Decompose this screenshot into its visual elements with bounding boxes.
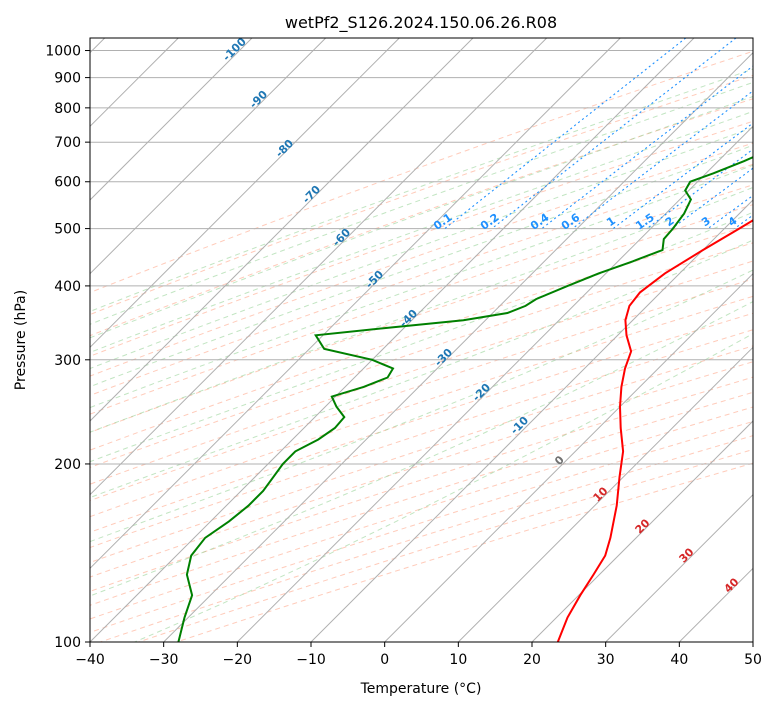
isotherm (163, 51, 753, 642)
y-tick-label: 100 (54, 635, 81, 651)
dry-adiabat (90, 345, 753, 564)
isotherm (384, 272, 753, 642)
moist-adiabat (90, 68, 753, 313)
dry-adiabat (90, 376, 753, 592)
isotherm (531, 420, 753, 642)
dry-adiabat (90, 391, 753, 606)
dry-adiabat (90, 142, 753, 377)
isotherm (605, 493, 753, 642)
y-tick-label: 400 (54, 279, 81, 295)
dry-adiabat (90, 74, 753, 316)
y-tick-label: 600 (54, 175, 81, 191)
temperature-profile (556, 219, 753, 642)
x-tick-label: −30 (149, 652, 179, 668)
dry-adiabat (90, 184, 753, 415)
plot-frame (89, 37, 754, 643)
y-tick-label: 200 (54, 457, 81, 473)
isotherm (90, 38, 400, 349)
isotherm (457, 346, 753, 642)
axes: −40 −30 −20 −10 0 10 20 30 40 50 100 200 300 400 500 60… (45, 44, 762, 668)
dry-adiabat (90, 242, 753, 468)
x-tick-label: 40 (670, 652, 688, 668)
isotherm (90, 38, 253, 201)
plot-area (90, 38, 753, 642)
dry-adiabat (90, 204, 753, 433)
dry-adiabat (90, 50, 753, 294)
isotherm (90, 38, 474, 422)
y-tick-label: 700 (54, 135, 81, 151)
x-tick-label: −20 (223, 652, 253, 668)
x-tick-label: 20 (523, 652, 541, 668)
x-tick-label: 30 (597, 652, 615, 668)
chart-title: wetPf2_S126.2024.150.06.26.R08 (285, 13, 557, 33)
moist-adiabat (90, 95, 753, 339)
isotherm (90, 38, 548, 496)
isotherm (236, 125, 753, 642)
y-tick-label: 800 (54, 101, 81, 117)
isotherm (90, 38, 327, 275)
y-axis-label: Pressure (hPa) (13, 290, 29, 390)
x-tick-label: −10 (296, 652, 326, 668)
dry-adiabat (90, 163, 753, 396)
y-tick-label: 1000 (45, 44, 81, 60)
y-tick-label: 500 (54, 222, 81, 238)
y-tick-label: 300 (54, 353, 81, 369)
moist-adiabat (90, 211, 753, 463)
mixing-ratio-line (612, 122, 753, 230)
dewpoint-profile (177, 156, 753, 642)
dry-adiabat (90, 295, 753, 518)
isotherm (310, 199, 753, 642)
x-tick-label: −40 (75, 652, 105, 668)
moist-adiabat (90, 127, 753, 370)
y-tick-label: 900 (54, 71, 81, 87)
moist-adiabat (90, 186, 753, 433)
x-tick-label: 0 (380, 652, 389, 668)
moist-adiabat (134, 333, 753, 642)
x-axis-label: Temperature (°C) (360, 681, 482, 697)
x-tick-label: 50 (744, 652, 762, 668)
mixing-ratio-line (444, 38, 687, 230)
moist-adiabat (90, 301, 753, 597)
x-tick-label: 10 (449, 652, 467, 668)
isotherm (90, 38, 695, 642)
dry-adiabat (90, 98, 753, 337)
